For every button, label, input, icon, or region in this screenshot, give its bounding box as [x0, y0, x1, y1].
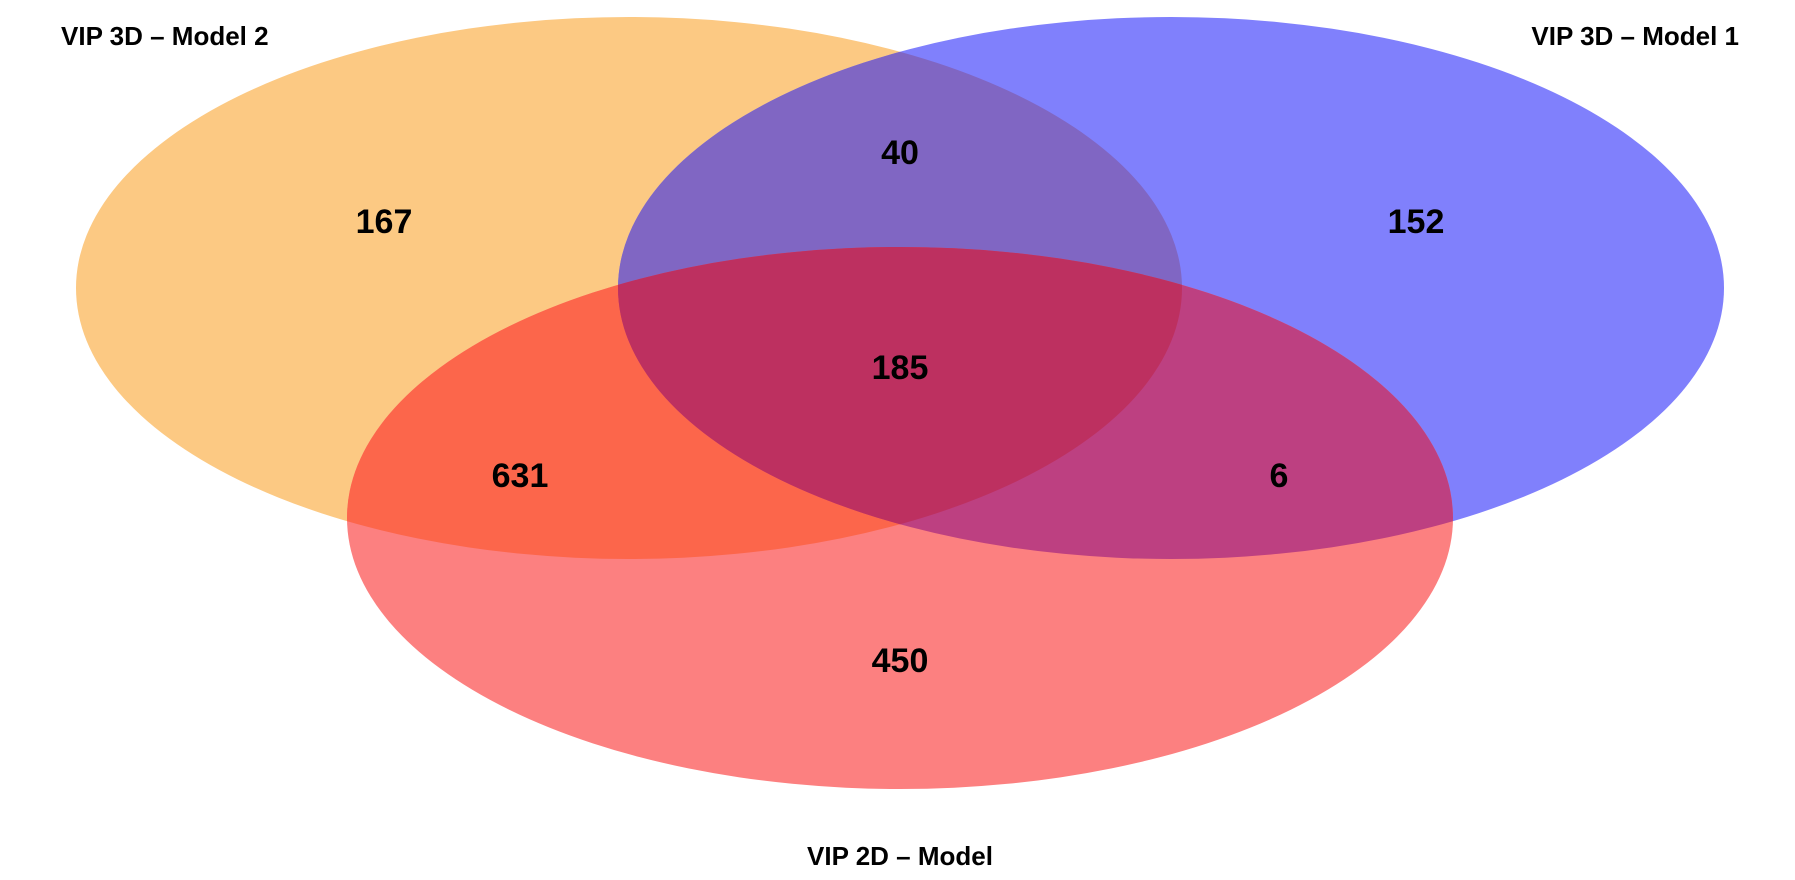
count-model1-only: 152 — [1388, 203, 1445, 241]
set-label-vip3d-model1: VIP 3D – Model 1 — [1531, 21, 1739, 51]
count-model2d-only: 450 — [872, 642, 929, 680]
set-label-vip3d-model2: VIP 3D – Model 2 — [61, 21, 269, 51]
count-model2-only: 167 — [356, 203, 413, 241]
count-model2-model2d: 631 — [492, 457, 549, 495]
count-model1-model2d: 6 — [1270, 457, 1289, 495]
count-model2-model1: 40 — [881, 134, 919, 172]
count-all-three: 185 — [872, 349, 929, 387]
set-label-vip2d-model: VIP 2D – Model — [807, 841, 993, 871]
